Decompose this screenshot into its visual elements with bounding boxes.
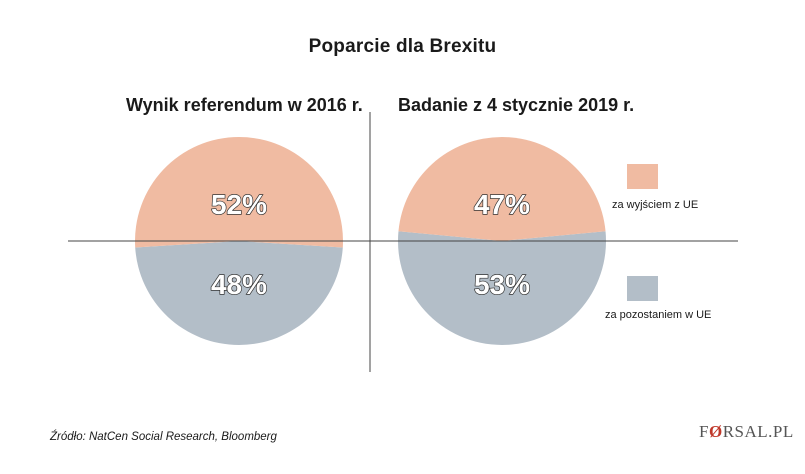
source-note: Źródło: NatCen Social Research, Bloomber… xyxy=(50,431,277,443)
pie-0-label-remain: 48% xyxy=(211,269,267,300)
legend-swatch-leave xyxy=(627,164,658,189)
right-pie-title: Badanie z 4 stycznie 2019 r. xyxy=(398,95,635,115)
pie-1-slice-leave xyxy=(398,136,606,241)
legend-swatch-remain xyxy=(627,276,658,301)
pie-0-slice-leave xyxy=(135,137,343,248)
pie-1-label-leave: 47% xyxy=(474,189,530,220)
pie-1-slice-remain xyxy=(398,231,606,345)
pie-0-slice-remain xyxy=(135,241,343,346)
chart-title: Poparcie dla Brexitu xyxy=(308,36,497,57)
legend-label-remain: za pozostaniem w UE xyxy=(605,309,712,321)
left-pie-title: Wynik referendum w 2016 r. xyxy=(126,95,363,115)
logo-mark-icon: Ø xyxy=(708,422,723,441)
pie-0-label-leave: 52% xyxy=(211,189,267,220)
pie-1-label-remain: 53% xyxy=(474,269,530,300)
forsal-logo: FØRSAL.PL xyxy=(699,422,794,441)
legend-label-leave: za wyjściem z UE xyxy=(612,199,699,211)
